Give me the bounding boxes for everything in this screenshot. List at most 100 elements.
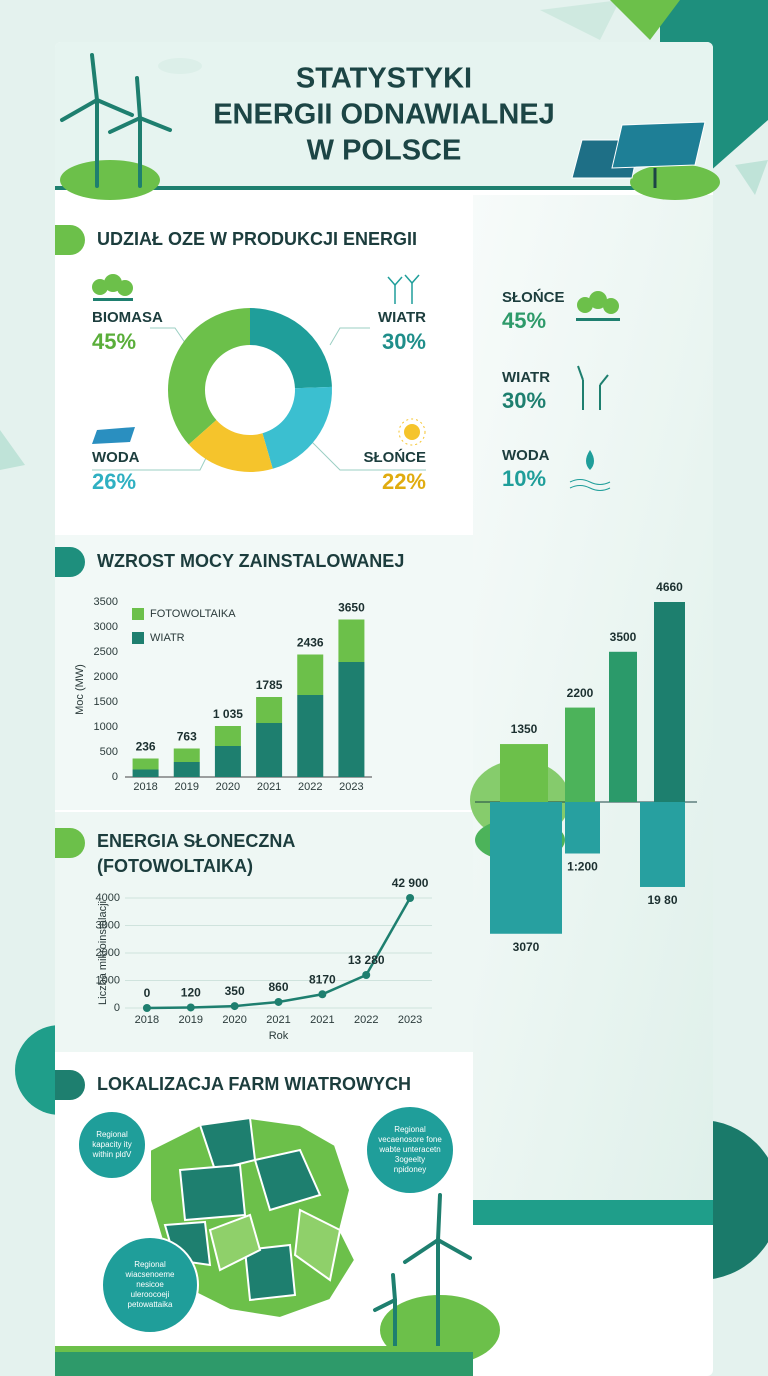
bar-segment xyxy=(256,697,283,723)
bar-label: 4660 xyxy=(656,580,683,594)
callout-text: npidoney xyxy=(394,1165,426,1174)
point-label: 42 900 xyxy=(392,876,429,890)
y-tick-label: 3000 xyxy=(94,621,118,633)
legend-label: FOTOWOLTAIKA xyxy=(150,608,236,620)
bar-segment xyxy=(297,695,324,777)
point-label: 13 280 xyxy=(348,953,385,967)
callout-text: Regional xyxy=(394,1125,426,1134)
bar-label: 3070 xyxy=(513,940,540,954)
y-tick-label: 0 xyxy=(114,1002,120,1014)
bar-segment xyxy=(338,662,365,777)
bar xyxy=(654,602,685,802)
turbine xyxy=(373,1193,472,1352)
x-tick-label: 2021 xyxy=(257,781,281,793)
stat-value: 30% xyxy=(502,388,546,413)
x-tick-label: 2020 xyxy=(222,1014,246,1026)
stat-label: SŁOŃCE xyxy=(502,289,565,306)
callout-text: Regional xyxy=(134,1260,166,1269)
point-label: 120 xyxy=(181,986,201,1000)
slice-label: BIOMASA xyxy=(92,309,163,326)
point xyxy=(362,971,371,979)
donut-slice xyxy=(250,308,332,389)
x-tick-label: 2018 xyxy=(133,781,157,793)
hill xyxy=(60,160,160,200)
bar-segment xyxy=(256,723,283,777)
bar xyxy=(565,707,595,802)
tree-icon xyxy=(92,274,133,301)
bar xyxy=(640,802,685,887)
header xyxy=(55,42,713,190)
y-tick-label: 1000 xyxy=(96,974,120,986)
slice-value: 26% xyxy=(92,469,136,494)
bar xyxy=(500,744,548,802)
y-tick-label: 2000 xyxy=(94,671,118,683)
section-tab xyxy=(55,547,85,577)
point xyxy=(230,1002,239,1011)
x-tick-label: 2021 xyxy=(266,1014,290,1026)
section-tab xyxy=(55,225,85,255)
callout-text: within pldV xyxy=(92,1150,132,1159)
sun-icon xyxy=(398,418,426,446)
bar-segment xyxy=(173,762,200,777)
bar-segment xyxy=(338,619,365,662)
bar xyxy=(490,802,562,934)
y-tick-label: 2500 xyxy=(94,646,118,658)
x-tick-label: 2023 xyxy=(339,781,363,793)
slice-value: 30% xyxy=(382,329,426,354)
x-tick-label: 2022 xyxy=(298,781,322,793)
y-tick-label: 500 xyxy=(100,746,118,758)
callout xyxy=(365,1105,455,1195)
x-tick-label: 2022 xyxy=(354,1014,378,1026)
stat-label: WODA xyxy=(502,447,550,464)
point xyxy=(274,997,283,1006)
slice-label: WIATR xyxy=(378,309,426,326)
slice-value: 22% xyxy=(382,469,426,494)
slice-value: 45% xyxy=(92,329,136,354)
point-label: 0 xyxy=(144,986,151,1000)
callout-text: 3ogeelty xyxy=(395,1155,425,1164)
bar-segment xyxy=(214,746,241,777)
x-tick-label: 2020 xyxy=(216,781,240,793)
y-tick-label: 3500 xyxy=(94,596,118,608)
callout-text: Regional xyxy=(96,1130,128,1139)
bar xyxy=(609,651,637,802)
bar-segment xyxy=(132,769,159,777)
page-title: STATYSTYKI xyxy=(296,63,472,95)
point-label: 350 xyxy=(225,984,245,998)
y-tick-label: 1500 xyxy=(94,696,118,708)
y-tick-label: 4000 xyxy=(96,892,120,904)
point xyxy=(406,894,415,902)
bar-total: 1785 xyxy=(256,678,283,692)
point xyxy=(142,1004,151,1012)
turbine-icon xyxy=(577,365,609,410)
callout xyxy=(101,1236,199,1334)
y-axis-label: Liczba mikroinstalacji xyxy=(97,901,109,1005)
bar-total: 763 xyxy=(177,730,197,744)
section-tab xyxy=(55,828,85,858)
section-title: LOKALIZACJA FARM WIATROWYCH xyxy=(97,1074,411,1094)
donut-slice xyxy=(168,308,250,445)
cloud xyxy=(158,58,202,74)
x-tick-label: 2023 xyxy=(398,1014,422,1026)
tree-icon xyxy=(576,291,620,321)
x-tick-label: 2019 xyxy=(175,781,199,793)
legend-swatch xyxy=(132,632,144,644)
callout-text: kapacity ity xyxy=(92,1140,132,1149)
callout-text: wiacsenoeme xyxy=(125,1270,175,1279)
bar-segment xyxy=(214,726,241,746)
callout-text: uleroocoeji xyxy=(131,1290,170,1299)
y-axis-label: Moc (MW) xyxy=(74,664,86,715)
bar-label: 1350 xyxy=(511,722,538,736)
callout-text: petowattaika xyxy=(128,1300,173,1309)
y-tick-label: 0 xyxy=(112,771,118,783)
bar-label: 19 80 xyxy=(647,893,677,907)
decor xyxy=(0,430,25,470)
donut-slice xyxy=(188,419,273,472)
y-tick-label: 1000 xyxy=(94,721,118,733)
callout-text: vecaenosore fone xyxy=(378,1135,442,1144)
section-tab xyxy=(55,1070,85,1100)
y-tick-label: 3000 xyxy=(96,919,120,931)
chart-title: ENERGIA SŁONECZNA xyxy=(97,831,295,851)
